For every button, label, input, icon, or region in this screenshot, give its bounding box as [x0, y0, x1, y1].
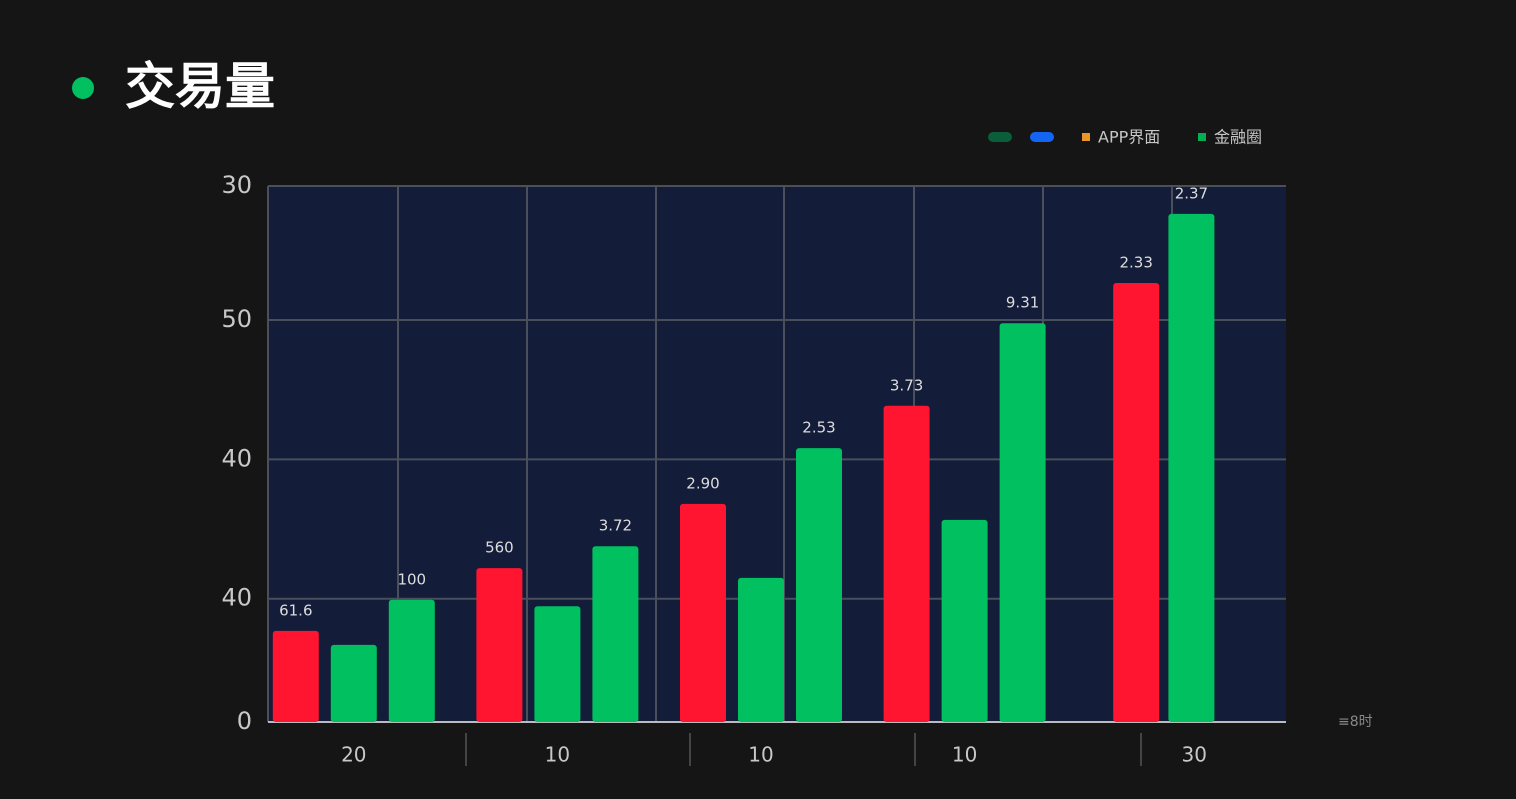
- y-tick-label: 50: [221, 305, 252, 333]
- chart-title: 交易量: [125, 58, 275, 116]
- bar: [941, 519, 988, 722]
- x-separators: [465, 733, 1142, 766]
- data-label: 2.33: [1119, 254, 1152, 272]
- bar: [388, 599, 435, 722]
- bar: [999, 323, 1046, 722]
- data-label: 2.90: [686, 474, 719, 492]
- bar: [1168, 213, 1215, 722]
- data-label: 100: [397, 570, 426, 588]
- bar: [883, 405, 930, 722]
- legend-swatch: [1082, 133, 1090, 141]
- x-tick-label: 10: [545, 743, 570, 767]
- y-tick-label: 40: [221, 444, 252, 472]
- data-label: 3.73: [890, 376, 923, 394]
- bar: [534, 606, 581, 722]
- title-dot: [72, 77, 94, 99]
- legend-swatch: [1198, 133, 1206, 141]
- x-tick-label: 30: [1181, 743, 1206, 767]
- data-label: 61.6: [279, 601, 312, 619]
- bar: [738, 577, 784, 722]
- data-label: 3.72: [599, 517, 632, 535]
- bar: [330, 644, 377, 722]
- legend-swatch: [988, 132, 1012, 142]
- data-label: 560: [485, 539, 514, 557]
- x-tick-label: 20: [341, 743, 366, 767]
- x-tick-label: 10: [952, 743, 977, 767]
- y-tick-label: 0: [237, 707, 252, 735]
- bar: [1113, 283, 1160, 722]
- bar: [680, 503, 726, 722]
- data-label: 2.53: [802, 419, 835, 437]
- bar: [272, 630, 319, 722]
- legend-label: APP界面: [1098, 128, 1160, 147]
- data-label: 9.31: [1006, 294, 1039, 312]
- y-tick-label: 40: [221, 584, 252, 612]
- bar: [476, 568, 523, 722]
- legend-label: 金融圈: [1214, 128, 1262, 147]
- y-tick-label: 30: [221, 171, 252, 199]
- x-tick-label: 10: [748, 743, 773, 767]
- legend-swatch: [1030, 132, 1054, 142]
- note: ≡8时: [1338, 714, 1373, 730]
- bar: [592, 546, 639, 722]
- bar: [796, 448, 842, 722]
- data-label: 2.37: [1175, 184, 1208, 202]
